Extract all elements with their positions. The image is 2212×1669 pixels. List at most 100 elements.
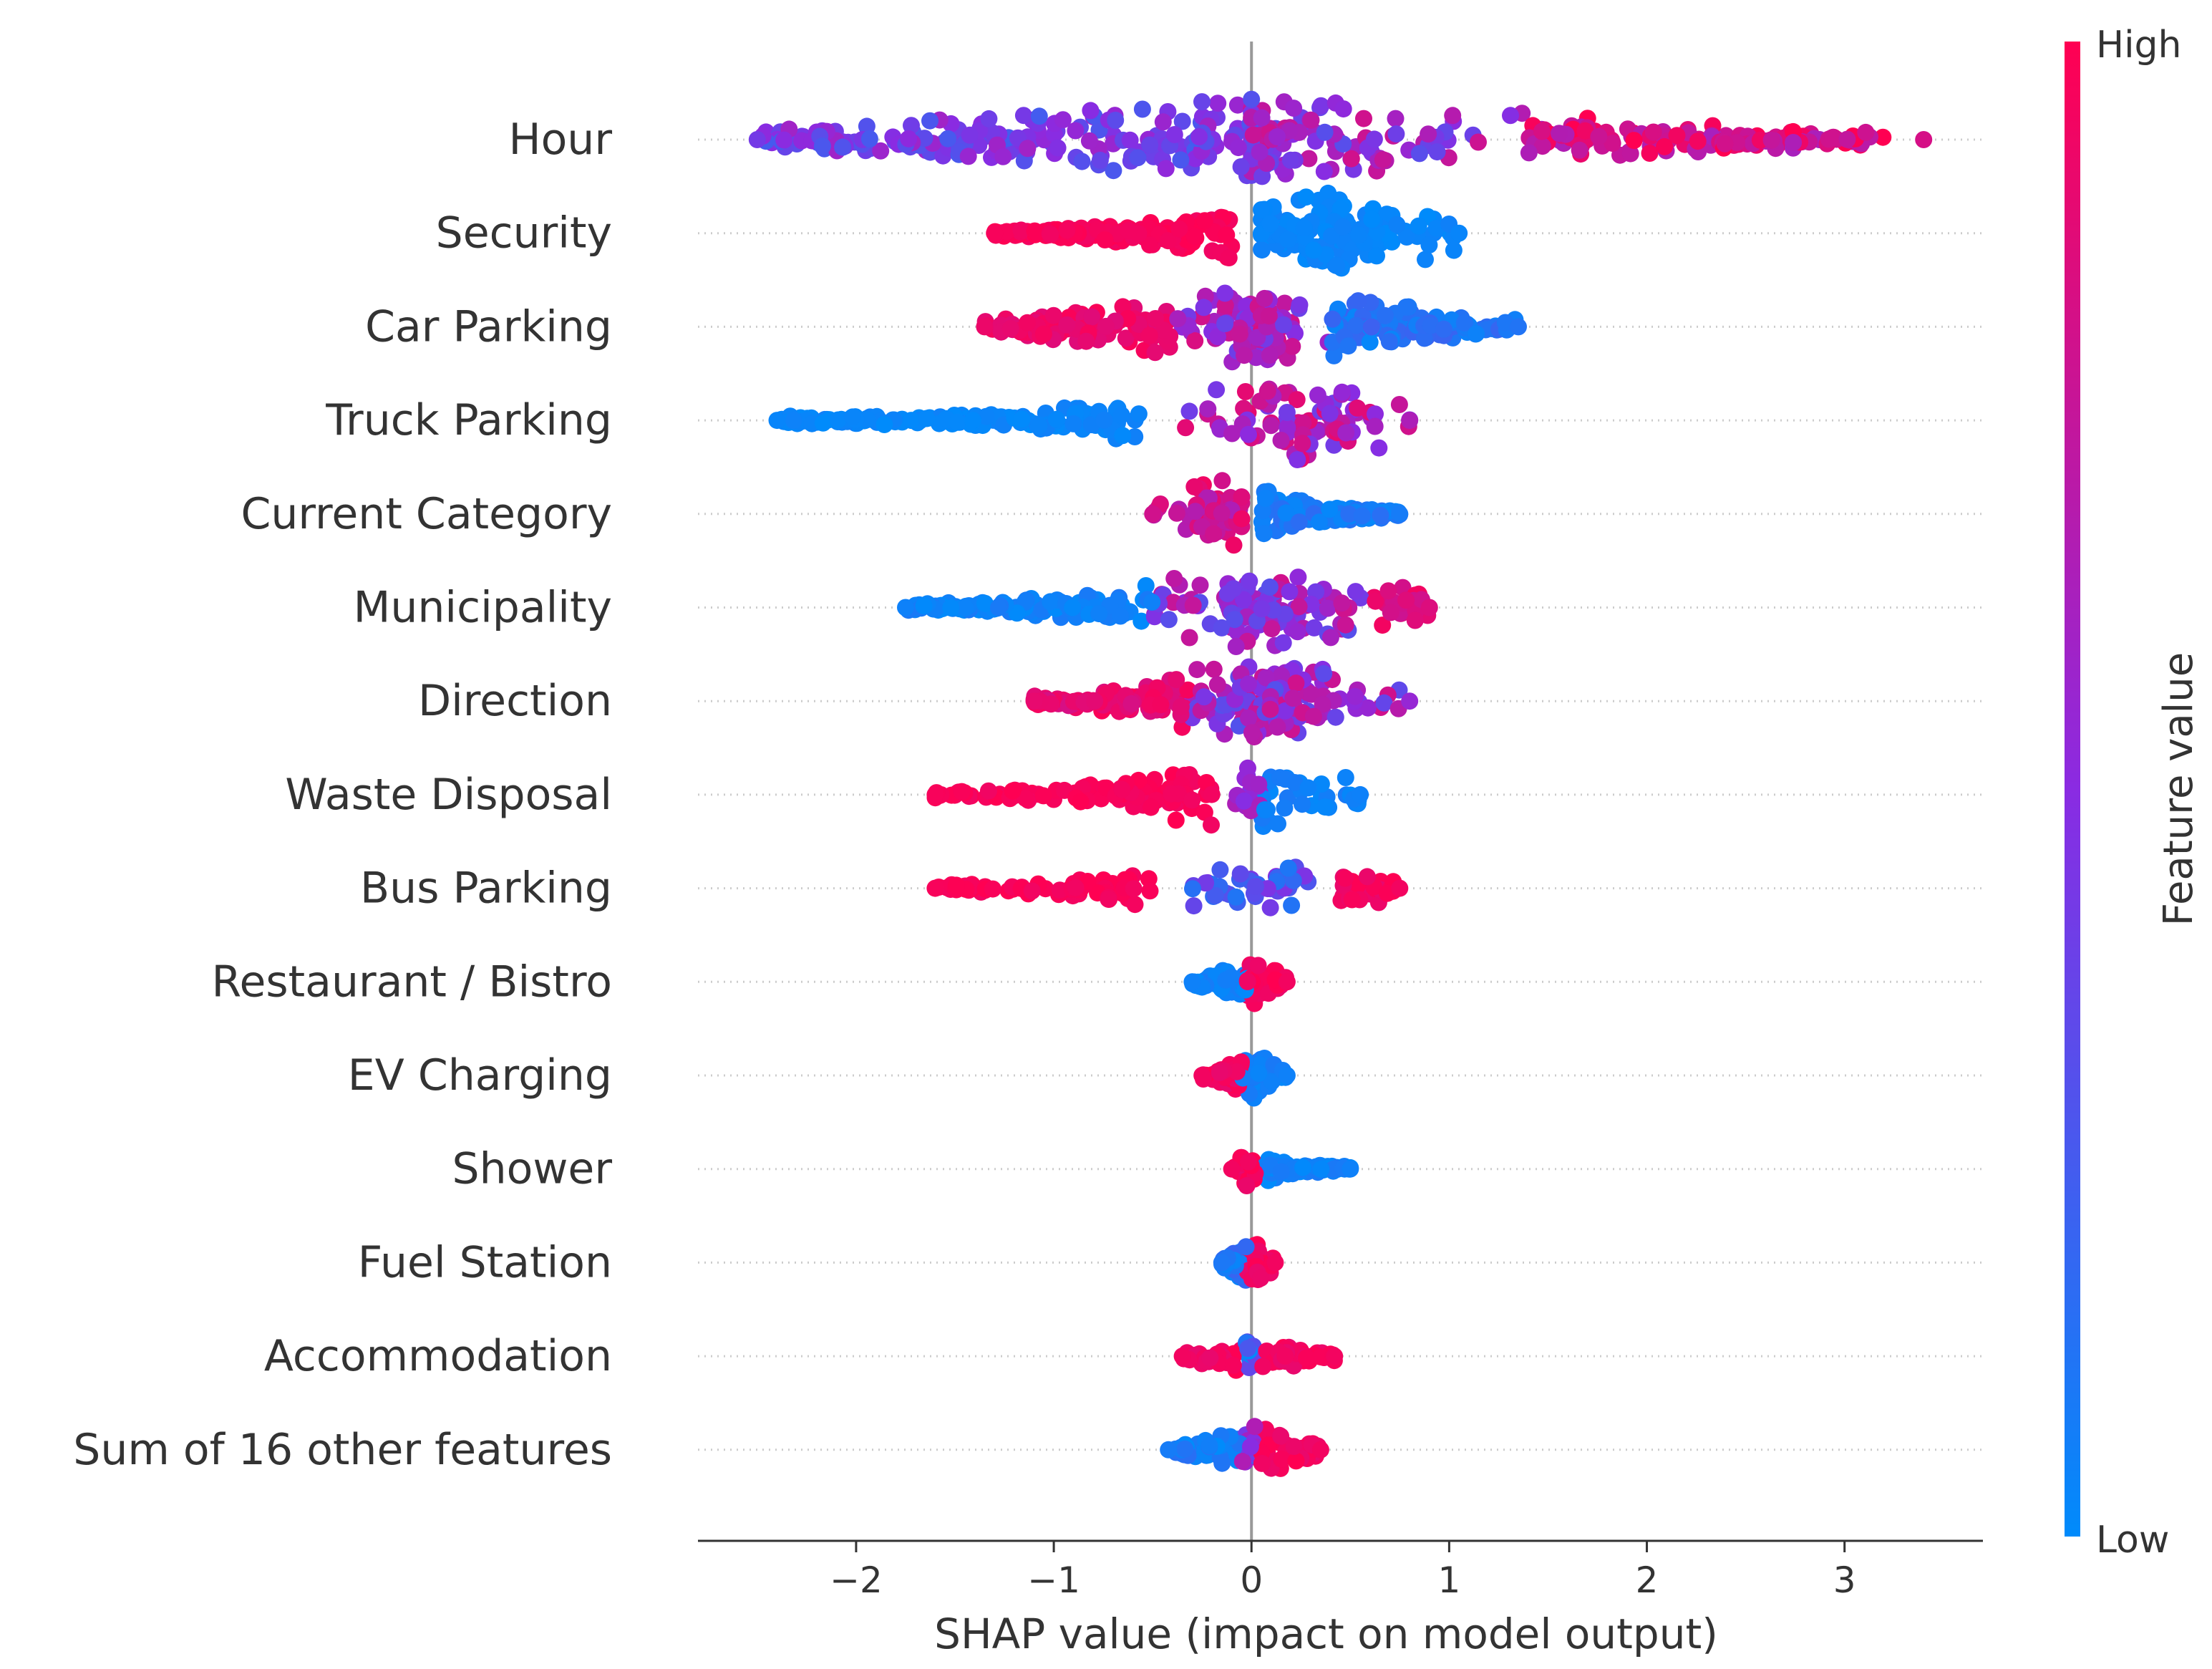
shap-point [980, 110, 998, 127]
shap-point [1261, 215, 1279, 233]
shap-point [860, 130, 878, 147]
shap-point [1027, 223, 1045, 241]
shap-point [1321, 629, 1339, 647]
shap-point [1415, 329, 1433, 347]
shap-point [1269, 815, 1286, 833]
shap-point [942, 599, 960, 616]
shap-point [1185, 478, 1203, 495]
shap-point [1312, 97, 1330, 115]
shap-point [1185, 228, 1203, 246]
shap-point [1159, 232, 1177, 250]
shap-point [1290, 598, 1308, 616]
shap-point [1232, 158, 1250, 175]
shap-point [1372, 506, 1389, 524]
shap-point [1410, 145, 1428, 163]
shap-point [1333, 383, 1351, 401]
shap-point [1253, 1454, 1271, 1472]
shap-point [897, 599, 914, 616]
shap-point [1216, 315, 1234, 333]
shap-point [1324, 310, 1342, 328]
shap-point [1209, 95, 1227, 112]
shap-point [1253, 241, 1271, 259]
colorbar: High Low Feature value [2065, 24, 2202, 1562]
shap-point [1337, 869, 1354, 887]
feature-label: Fuel Station [358, 1237, 612, 1287]
shap-point [1297, 188, 1315, 206]
shap-point [1235, 591, 1252, 609]
shap-point [1367, 405, 1384, 423]
shap-point [926, 879, 944, 897]
shap-point [1256, 490, 1274, 507]
shap-point [1824, 128, 1842, 146]
shap-point [1420, 125, 1437, 143]
shap-point [1287, 1452, 1305, 1470]
shap-point [1073, 153, 1091, 170]
shap-point [1258, 382, 1276, 400]
shap-point [1428, 143, 1446, 161]
shap-point [1160, 611, 1178, 629]
shap-point [1278, 404, 1296, 421]
shap-point [814, 414, 832, 432]
shap-point [961, 126, 979, 144]
feature-label: Security [436, 208, 612, 258]
shap-point [1236, 347, 1253, 364]
shap-point [1091, 151, 1109, 169]
shap-point [1218, 226, 1236, 244]
shap-point [1604, 135, 1621, 153]
shap-point [1086, 692, 1104, 710]
shap-point [1333, 594, 1351, 612]
shap-point [1077, 332, 1095, 350]
shap-point [1173, 1348, 1191, 1365]
shap-point [829, 411, 847, 429]
shap-point [1716, 135, 1734, 153]
shap-point [1223, 425, 1241, 442]
shap-point [1042, 593, 1059, 611]
shap-point [1253, 600, 1271, 618]
shap-point [1157, 160, 1175, 178]
shap-point [785, 412, 802, 430]
shap-point [1279, 859, 1297, 877]
shap-point [1216, 284, 1234, 302]
shap-point [1067, 879, 1085, 896]
shap-point [1343, 891, 1361, 909]
shap-point [977, 407, 995, 425]
shap-point [1019, 140, 1037, 158]
shap-point [1238, 973, 1256, 990]
shap-point [1268, 128, 1286, 145]
shap-point [1445, 241, 1462, 259]
shap-point [1197, 874, 1215, 892]
shap-point [1206, 886, 1224, 904]
shap-point [1359, 699, 1377, 717]
shap-point [1203, 785, 1221, 803]
shap-point [1397, 591, 1415, 609]
feature-label: Truck Parking [325, 395, 612, 445]
shap-point [1285, 1438, 1303, 1456]
shap-point [1319, 599, 1337, 617]
shap-point [1520, 144, 1538, 162]
shap-point [1533, 122, 1551, 140]
shap-point [1391, 879, 1409, 897]
shap-point [1285, 100, 1303, 117]
shap-point [1176, 1440, 1194, 1458]
shap-point [1224, 1356, 1242, 1374]
shap-point [1205, 660, 1223, 678]
shap-point [1510, 318, 1527, 336]
shap-point [1656, 137, 1674, 155]
shap-point [1300, 150, 1318, 168]
shap-point [1276, 294, 1294, 312]
shap-point [1283, 896, 1301, 914]
feature-label: Direction [418, 676, 612, 726]
shap-point [1233, 510, 1251, 528]
shap-point [1012, 221, 1030, 239]
shap-point [1289, 623, 1306, 641]
shap-point [1048, 410, 1066, 428]
shap-point [1082, 102, 1100, 120]
shap-point [1276, 799, 1294, 817]
shap-point [1420, 599, 1438, 616]
shap-point [1095, 411, 1113, 429]
shap-point [1090, 605, 1108, 623]
shap-point [1191, 576, 1209, 594]
shap-point [1340, 505, 1358, 523]
shap-point [1152, 696, 1170, 714]
shap-point [1311, 1441, 1329, 1458]
